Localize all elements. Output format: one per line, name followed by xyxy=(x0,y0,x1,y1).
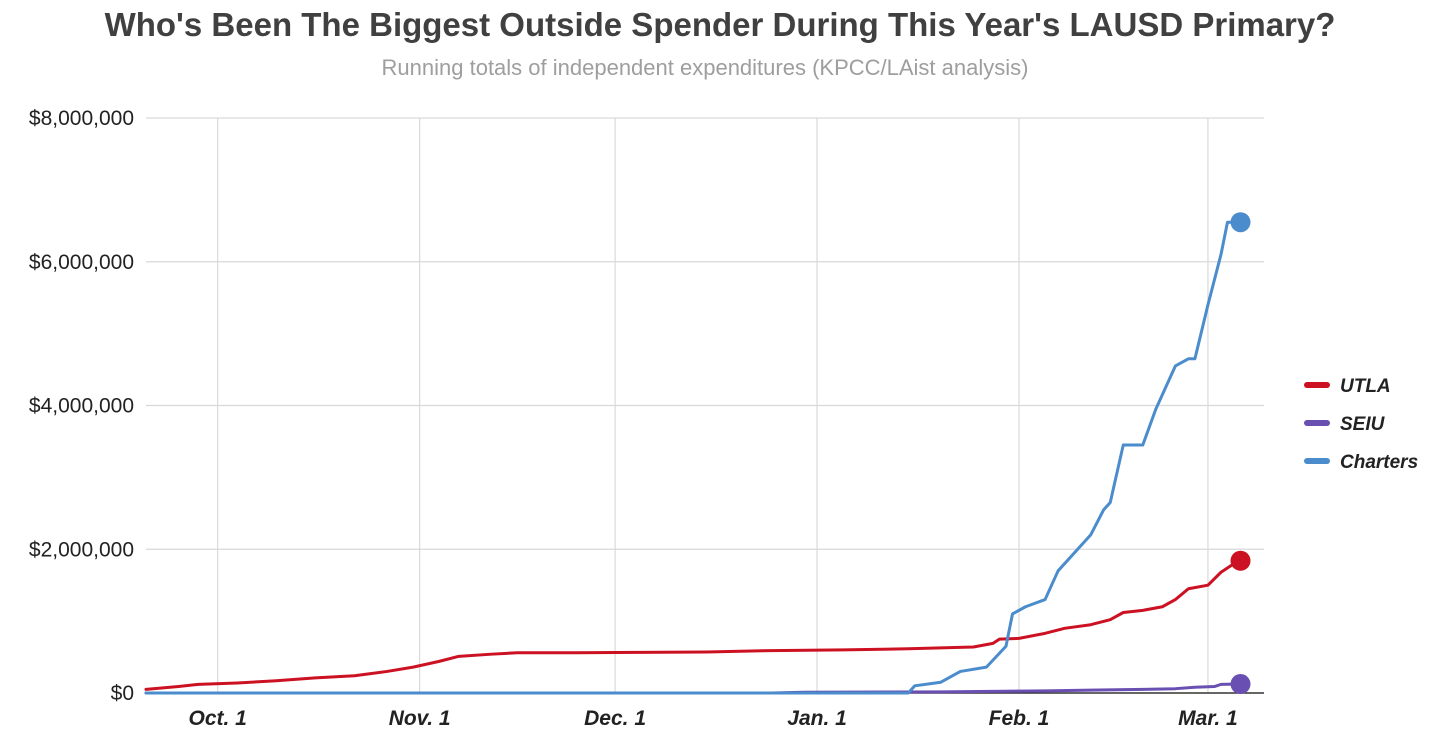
series-layer xyxy=(144,212,1251,695)
y-tick-label: $0 xyxy=(111,682,134,705)
series-end-marker-seiu xyxy=(1230,674,1251,695)
axis-layer: $0 $2,000,000 $4,000,000 $6,000,000 $8,000,0… xyxy=(29,107,1264,730)
x-tick-label: Mar. 1 xyxy=(1178,707,1238,730)
series-end-marker-utla xyxy=(1230,550,1251,571)
legend-label-charters: Charters xyxy=(1340,452,1418,473)
x-tick-label: Jan. 1 xyxy=(787,707,847,730)
y-tick-label: $2,000,000 xyxy=(29,538,134,561)
series-line-charters xyxy=(144,220,1243,695)
grid-layer xyxy=(146,117,1264,693)
y-tick-label: $6,000,000 xyxy=(29,251,134,274)
series-end-marker-charters xyxy=(1230,212,1251,233)
legend: UTLA SEIU Charters xyxy=(1304,376,1418,473)
y-tick-label: $4,000,000 xyxy=(29,395,134,418)
series-line-utla xyxy=(144,559,1243,691)
legend-label-seiu: SEIU xyxy=(1340,414,1386,435)
x-tick-label: Nov. 1 xyxy=(389,707,451,730)
x-tick-label: Oct. 1 xyxy=(188,707,246,730)
chart-title: Who's Been The Biggest Outside Spender D… xyxy=(105,6,1336,43)
y-tick-label: $8,000,000 xyxy=(29,107,134,130)
chart-subtitle: Running totals of independent expenditur… xyxy=(382,55,1029,80)
x-tick-label: Dec. 1 xyxy=(584,707,646,730)
legend-label-utla: UTLA xyxy=(1340,376,1391,397)
x-tick-label: Feb. 1 xyxy=(989,707,1050,730)
